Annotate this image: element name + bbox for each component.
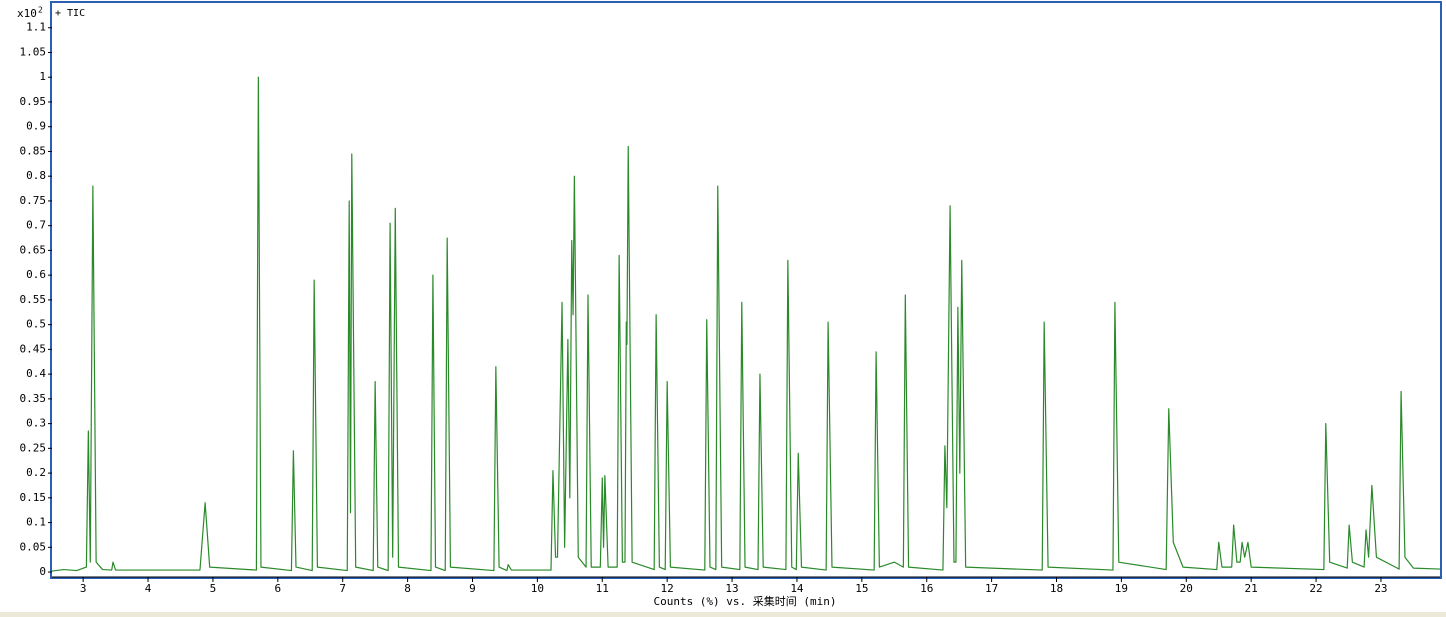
y-tick-label: 0.05 (20, 540, 47, 553)
y-tick-label: 0.6 (26, 268, 46, 281)
y-tick-label: 0.65 (20, 243, 47, 256)
y-tick-label: 0.55 (20, 293, 47, 306)
x-tick-label: 11 (596, 582, 609, 595)
x-tick-label: 13 (725, 582, 738, 595)
y-tick-label: 0 (39, 565, 46, 578)
y-tick-label: 0.2 (26, 466, 46, 479)
y-tick-label: 0.15 (20, 491, 47, 504)
x-tick-label: 18 (1050, 582, 1063, 595)
y-tick-label: 0.25 (20, 441, 47, 454)
y-scale-label: x10 (17, 7, 37, 20)
x-tick-label: 5 (210, 582, 217, 595)
x-tick-label: 7 (339, 582, 346, 595)
x-tick-label: 12 (661, 582, 674, 595)
x-axis-label: Counts (%) vs. 采集时间 (min) (653, 594, 836, 608)
y-tick-label: 0.3 (26, 417, 46, 430)
y-tick-label: 0.9 (26, 120, 46, 133)
x-tick-label: 22 (1309, 582, 1322, 595)
x-tick-label: 9 (469, 582, 476, 595)
x-tick-label: 8 (404, 582, 411, 595)
y-scale-exponent: 2 (38, 6, 43, 15)
y-tick-label: 0.7 (26, 219, 46, 232)
x-tick-label: 15 (855, 582, 868, 595)
tic-trace (51, 76, 1441, 572)
plot-border (50, 1, 1442, 579)
y-tick-label: 0.1 (26, 516, 46, 529)
x-tick-label: 4 (145, 582, 152, 595)
y-tick-label: 1.05 (20, 45, 47, 58)
status-strip (0, 612, 1446, 617)
y-tick-label: 0.35 (20, 392, 47, 405)
y-tick-label: 0.95 (20, 95, 47, 108)
x-tick-label: 10 (531, 582, 544, 595)
y-tick-label: 1.1 (26, 21, 46, 34)
x-tick-label: 3 (80, 582, 87, 595)
y-tick-label: 0.45 (20, 342, 47, 355)
y-tick-label: 1 (39, 70, 46, 83)
legend-label: + TIC (55, 8, 85, 19)
y-tick-label: 0.5 (26, 318, 46, 331)
y-tick-label: 0.8 (26, 169, 46, 182)
y-tick-label: 0.4 (26, 367, 46, 380)
x-tick-label: 17 (985, 582, 998, 595)
x-tick-label: 23 (1374, 582, 1387, 595)
y-tick-label: 0.75 (20, 194, 47, 207)
x-tick-label: 20 (1180, 582, 1193, 595)
x-tick-label: 21 (1245, 582, 1258, 595)
x-tick-label: 6 (275, 582, 282, 595)
y-tick-label: 0.85 (20, 144, 47, 157)
x-tick-label: 19 (1115, 582, 1128, 595)
x-tick-label: 14 (790, 582, 804, 595)
x-tick-label: 16 (920, 582, 933, 595)
